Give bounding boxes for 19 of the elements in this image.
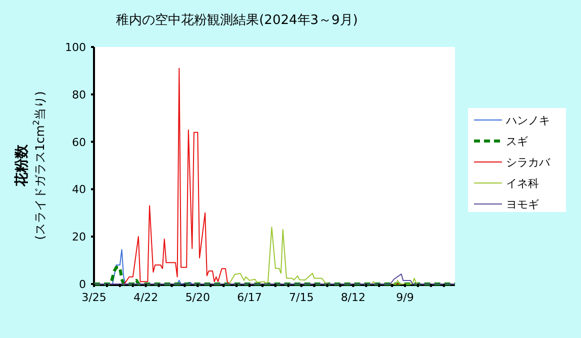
legend-label: ハンノキ bbox=[505, 114, 550, 127]
legend-label: ヨモギ bbox=[506, 198, 539, 211]
x-tick-label: 6/17 bbox=[237, 291, 262, 304]
chart-title: 稚内の空中花粉観測結果(2024年3～9月) bbox=[116, 13, 358, 28]
x-tick-label: 4/22 bbox=[133, 291, 158, 304]
x-tick-label: 9/9 bbox=[396, 291, 414, 304]
x-tick-label: 3/25 bbox=[82, 291, 106, 304]
x-tick-label: 8/12 bbox=[340, 291, 366, 304]
y-tick-label: 80 bbox=[72, 88, 86, 102]
y-tick-label: 60 bbox=[72, 136, 86, 149]
x-tick-label: 7/15 bbox=[288, 291, 314, 304]
legend-label: スギ bbox=[506, 135, 528, 148]
y-tick-label: 20 bbox=[72, 230, 86, 244]
x-tick-label: 5/20 bbox=[185, 291, 210, 304]
y-tick-label: 100 bbox=[65, 41, 86, 54]
legend-label: シラカバ bbox=[506, 156, 551, 169]
y-tick-label: 40 bbox=[72, 183, 86, 196]
legend-label: イネ科 bbox=[506, 177, 539, 190]
y-tick-label: 0 bbox=[79, 278, 86, 291]
